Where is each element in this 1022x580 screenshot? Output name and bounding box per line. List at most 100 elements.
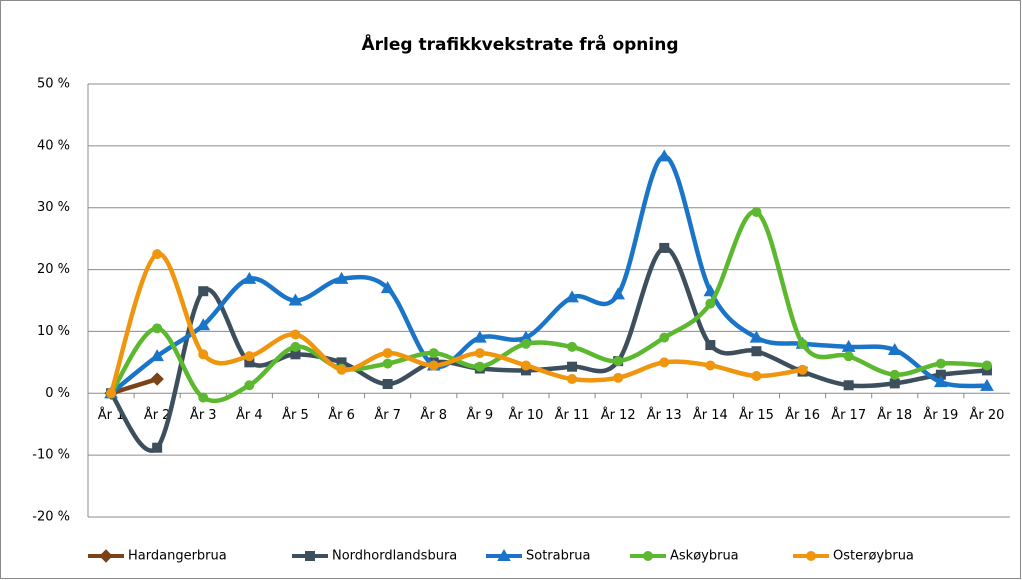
y-tick-label: 10 % <box>37 324 70 339</box>
data-point <box>613 372 624 383</box>
data-point <box>705 360 716 371</box>
data-point <box>567 341 578 352</box>
data-point <box>751 370 762 381</box>
data-point <box>751 207 762 218</box>
data-point <box>198 349 209 360</box>
x-tick-label: År 4 <box>236 407 263 423</box>
data-point <box>797 338 808 349</box>
data-point <box>889 369 900 380</box>
data-point <box>567 361 578 372</box>
data-point <box>242 271 257 284</box>
data-point <box>380 281 395 294</box>
data-point <box>935 358 946 369</box>
data-point <box>150 372 164 386</box>
legend-label: Askøybrua <box>670 549 739 564</box>
x-tick-label: År 1 <box>98 407 125 423</box>
data-point <box>152 442 163 453</box>
data-point <box>520 338 531 349</box>
data-point <box>198 392 209 403</box>
legend-marker <box>806 551 816 561</box>
data-point <box>382 348 393 359</box>
legend-label: Sotrabrua <box>526 549 590 564</box>
data-point <box>749 330 764 343</box>
data-point <box>150 349 165 362</box>
data-point <box>613 356 624 367</box>
data-point <box>887 342 902 355</box>
y-tick-label: 20 % <box>37 262 70 277</box>
legend-marker <box>497 548 511 561</box>
data-point <box>889 378 900 389</box>
data-point <box>382 358 393 369</box>
x-tick-label: År 9 <box>467 407 494 423</box>
x-tick-label: År 18 <box>877 407 912 423</box>
data-point <box>288 293 303 306</box>
legend-label: Nordhordlandsbura <box>332 549 457 564</box>
y-tick-label: 0 % <box>45 386 70 401</box>
data-point <box>428 348 439 359</box>
x-tick-label: År 12 <box>601 407 636 423</box>
data-point <box>751 346 762 357</box>
data-point <box>659 357 670 368</box>
data-point <box>843 351 854 362</box>
data-point <box>659 242 670 253</box>
legend-marker <box>305 551 315 561</box>
x-tick-label: År 7 <box>374 407 401 423</box>
data-point <box>981 360 992 371</box>
legend-marker <box>99 549 113 563</box>
chart-title: Årleg trafikkvekstrate frå opning <box>362 32 679 55</box>
x-tick-label: År 16 <box>785 407 820 423</box>
x-tick-label: År 8 <box>420 407 447 423</box>
data-point <box>703 284 718 297</box>
data-point <box>980 378 994 391</box>
data-point <box>152 249 163 260</box>
data-point <box>336 364 347 375</box>
legend-label: Hardangerbrua <box>128 549 227 564</box>
data-point <box>106 388 117 399</box>
x-tick-label: År 13 <box>647 407 682 423</box>
x-tick-label: År 14 <box>693 407 728 423</box>
data-point <box>797 364 808 375</box>
data-point <box>334 271 349 284</box>
data-point <box>843 380 854 391</box>
y-tick-label: -20 % <box>32 510 70 525</box>
x-tick-label: År 15 <box>739 407 774 423</box>
data-point <box>472 330 487 343</box>
x-tick-label: År 6 <box>328 407 355 423</box>
y-tick-label: -10 % <box>32 448 70 463</box>
data-point <box>657 149 672 162</box>
x-tick-label: År 5 <box>282 407 309 423</box>
data-point <box>705 340 716 351</box>
y-tick-label: 50 % <box>37 77 70 92</box>
x-tick-label: År 20 <box>969 407 1004 423</box>
data-point <box>705 298 716 309</box>
data-point <box>290 329 301 340</box>
x-tick-label: År 17 <box>831 407 866 423</box>
data-point <box>152 323 163 334</box>
data-point <box>565 290 579 303</box>
data-point <box>474 361 485 372</box>
data-point <box>428 360 439 371</box>
x-tick-label: År 11 <box>555 407 590 423</box>
data-point <box>474 348 485 359</box>
legend-marker <box>643 551 653 561</box>
data-point <box>611 287 626 300</box>
x-tick-label: År 2 <box>144 407 171 423</box>
y-tick-label: 30 % <box>37 200 70 215</box>
data-point <box>933 375 948 388</box>
data-point <box>382 379 393 390</box>
data-point <box>659 332 670 343</box>
legend-label: Osterøybrua <box>833 549 914 564</box>
data-point <box>198 286 209 297</box>
data-point <box>567 374 578 385</box>
data-point <box>520 360 531 371</box>
x-tick-label: År 19 <box>923 407 958 423</box>
data-point <box>244 380 255 391</box>
data-point <box>244 351 255 362</box>
data-point <box>290 341 301 352</box>
x-tick-label: År 10 <box>508 407 543 423</box>
y-tick-label: 40 % <box>37 138 70 153</box>
x-tick-label: År 3 <box>190 407 217 423</box>
data-point <box>196 318 211 331</box>
